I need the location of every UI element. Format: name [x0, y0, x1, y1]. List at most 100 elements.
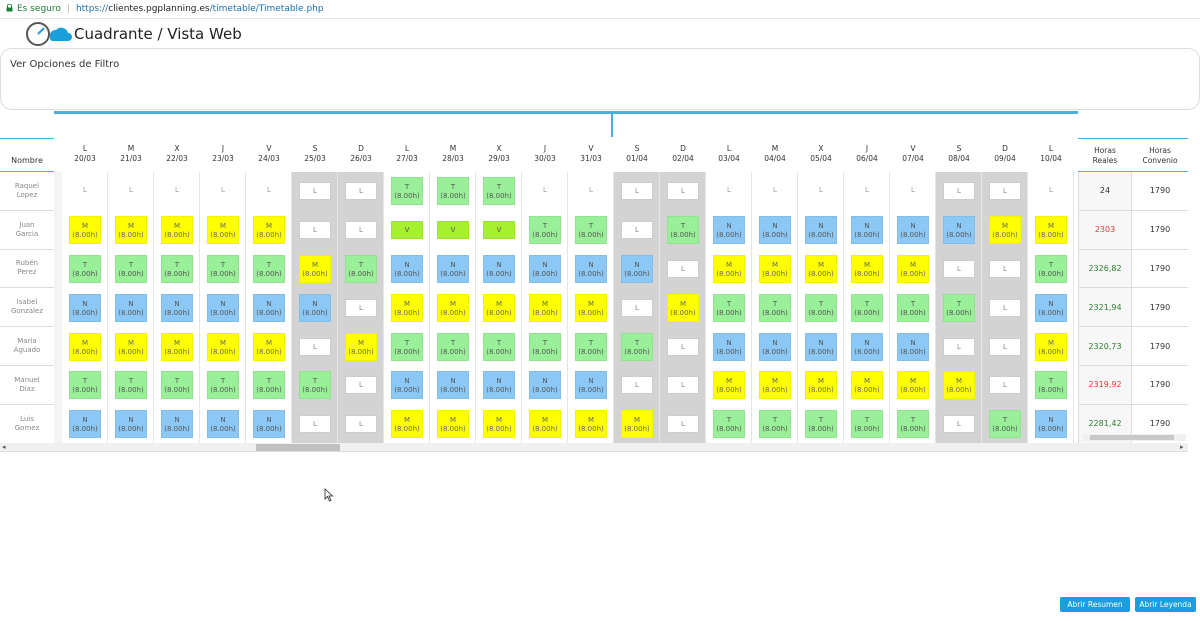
scroll-left-icon[interactable]: ◂ — [2, 443, 6, 451]
shift-cell[interactable]: M (8.00h) — [207, 332, 239, 361]
shift-cell[interactable]: L — [897, 182, 929, 200]
address-bar[interactable]: Es seguro | https://clientes.pgplanning.… — [0, 0, 1200, 19]
shift-cell[interactable]: M (8.00h) — [345, 332, 377, 361]
shift-cell[interactable]: T (8.00h) — [345, 255, 377, 283]
shift-cell[interactable]: L — [575, 182, 607, 200]
shift-cell[interactable]: N (8.00h) — [253, 293, 285, 322]
shift-cell[interactable]: N (8.00h) — [529, 255, 561, 283]
shift-cell[interactable]: M (8.00h) — [437, 410, 469, 439]
shift-cell[interactable]: N (8.00h) — [759, 332, 791, 361]
shift-cell[interactable]: M (8.00h) — [989, 216, 1021, 245]
shift-cell[interactable]: M (8.00h) — [483, 410, 515, 439]
shift-cell[interactable]: M (8.00h) — [667, 293, 699, 322]
employee-name[interactable]: Luis Gomez — [0, 405, 54, 444]
shift-cell[interactable]: T (8.00h) — [667, 216, 699, 245]
shift-cell[interactable]: L — [345, 221, 377, 240]
shift-cell[interactable]: N (8.00h) — [69, 410, 101, 439]
shift-cell[interactable]: T (8.00h) — [253, 255, 285, 283]
shift-cell[interactable]: L — [345, 182, 377, 201]
shift-cell[interactable]: N (8.00h) — [207, 293, 239, 322]
shift-cell[interactable]: T (8.00h) — [529, 332, 561, 361]
shift-cell[interactable]: N (8.00h) — [851, 216, 883, 245]
resize-handle[interactable] — [611, 111, 613, 137]
shift-cell[interactable]: L — [115, 182, 147, 200]
employee-name[interactable]: Isabel Gonzalez — [0, 288, 54, 328]
shift-cell[interactable]: M (8.00h) — [529, 293, 561, 322]
shift-cell[interactable]: L — [805, 182, 837, 200]
shift-cell[interactable]: M (8.00h) — [391, 293, 423, 322]
shift-cell[interactable]: T (8.00h) — [759, 293, 791, 322]
shift-cell[interactable]: L — [207, 182, 239, 200]
shift-cell[interactable]: M (8.00h) — [529, 410, 561, 439]
shift-cell[interactable]: T (8.00h) — [483, 177, 515, 206]
shift-cell[interactable]: T (8.00h) — [207, 371, 239, 400]
shift-cell[interactable]: T (8.00h) — [575, 332, 607, 361]
employee-name[interactable]: Juan Garcia — [0, 211, 54, 250]
shift-cell[interactable]: M (8.00h) — [115, 332, 147, 361]
shift-cell[interactable]: N (8.00h) — [437, 255, 469, 283]
shift-cell[interactable]: L — [667, 260, 699, 278]
shift-cell[interactable]: N (8.00h) — [621, 255, 653, 283]
shift-cell[interactable]: M (8.00h) — [575, 293, 607, 322]
shift-cell[interactable]: T (8.00h) — [943, 293, 975, 322]
shift-cell[interactable]: L — [943, 260, 975, 278]
shift-cell[interactable]: T (8.00h) — [575, 216, 607, 245]
horizontal-scrollbar[interactable]: ◂ ▸ — [0, 443, 1188, 452]
shift-cell[interactable]: T (8.00h) — [483, 332, 515, 361]
shift-cell[interactable]: N (8.00h) — [115, 410, 147, 439]
shift-cell[interactable]: L — [989, 337, 1021, 356]
shift-cell[interactable]: L — [943, 182, 975, 201]
shift-cell[interactable]: T (8.00h) — [851, 293, 883, 322]
shift-cell[interactable]: T (8.00h) — [207, 255, 239, 283]
shift-cell[interactable]: N (8.00h) — [391, 255, 423, 283]
shift-cell[interactable]: M (8.00h) — [253, 216, 285, 245]
shift-cell[interactable]: L — [621, 221, 653, 240]
shift-cell[interactable]: M (8.00h) — [897, 371, 929, 400]
filter-toggle-label[interactable]: Ver Opciones de Filtro — [10, 59, 120, 70]
shift-cell[interactable]: L — [253, 182, 285, 200]
shift-cell[interactable]: M (8.00h) — [759, 255, 791, 283]
filter-panel[interactable]: Ver Opciones de Filtro — [0, 48, 1200, 110]
shift-cell[interactable]: T (8.00h) — [1035, 255, 1067, 283]
shift-cell[interactable]: N (8.00h) — [529, 371, 561, 400]
shift-cell[interactable]: N (8.00h) — [713, 332, 745, 361]
shift-cell[interactable]: L — [621, 298, 653, 317]
shift-cell[interactable]: T (8.00h) — [713, 293, 745, 322]
shift-cell[interactable]: N (8.00h) — [897, 332, 929, 361]
shift-cell[interactable]: M (8.00h) — [391, 410, 423, 439]
scrollbar-thumb[interactable] — [256, 444, 340, 451]
shift-cell[interactable]: T (8.00h) — [437, 332, 469, 361]
shift-cell[interactable]: M (8.00h) — [483, 293, 515, 322]
shift-cell[interactable]: M (8.00h) — [943, 371, 975, 400]
hours-scrollbar[interactable] — [1082, 434, 1186, 441]
shift-cell[interactable]: M (8.00h) — [713, 255, 745, 283]
shift-cell[interactable]: L — [621, 376, 653, 395]
shift-cell[interactable]: N (8.00h) — [1035, 410, 1067, 439]
shift-cell[interactable]: T (8.00h) — [805, 293, 837, 322]
shift-cell[interactable]: L — [345, 376, 377, 395]
shift-cell[interactable]: T (8.00h) — [989, 410, 1021, 439]
employee-name[interactable]: Manuel Diaz — [0, 366, 54, 405]
shift-cell[interactable]: L — [161, 182, 193, 200]
shift-cell[interactable]: M (8.00h) — [759, 371, 791, 400]
scroll-right-icon[interactable]: ▸ — [1180, 443, 1184, 451]
shift-cell[interactable]: T (8.00h) — [437, 177, 469, 206]
shift-cell[interactable]: L — [345, 415, 377, 434]
shift-cell[interactable]: T (8.00h) — [1035, 371, 1067, 400]
shift-cell[interactable]: L — [989, 376, 1021, 395]
shift-cell[interactable]: L — [529, 182, 561, 200]
shift-cell[interactable]: L — [299, 182, 331, 201]
shift-cell[interactable]: L — [989, 182, 1021, 201]
shift-cell[interactable]: N (8.00h) — [161, 410, 193, 439]
shift-cell[interactable]: L — [345, 298, 377, 317]
shift-cell[interactable]: M (8.00h) — [621, 410, 653, 439]
shift-cell[interactable]: N (8.00h) — [943, 216, 975, 245]
shift-cell[interactable]: L — [1035, 182, 1067, 200]
shift-cell[interactable]: M (8.00h) — [713, 371, 745, 400]
shift-cell[interactable]: N (8.00h) — [391, 371, 423, 400]
shift-cell[interactable]: L — [943, 415, 975, 434]
shift-cell[interactable]: T (8.00h) — [529, 216, 561, 245]
shift-cell[interactable]: N (8.00h) — [575, 255, 607, 283]
shift-cell[interactable]: T (8.00h) — [299, 371, 331, 400]
shift-cell[interactable]: L — [989, 298, 1021, 317]
